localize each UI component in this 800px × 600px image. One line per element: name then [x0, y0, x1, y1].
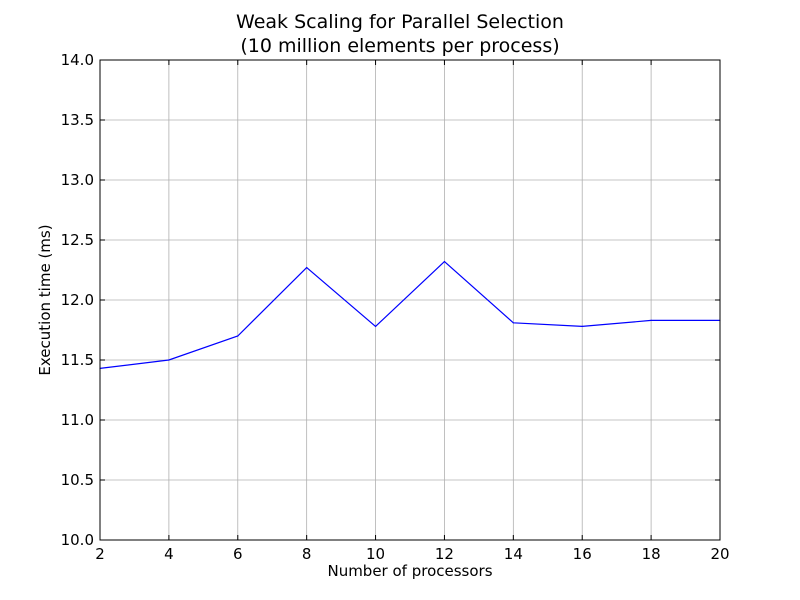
y-axis-label: Execution time (ms): [36, 224, 54, 376]
x-tick-label: 4: [164, 545, 174, 563]
data-point: [512, 322, 514, 324]
x-axis-label: Number of processors: [327, 562, 493, 580]
y-tick-label: 12.0: [61, 291, 94, 309]
grid: [99, 59, 721, 541]
ticks: 2 4 6 8 10 12 14 16 18 20 10.0 10.5 11.0 11.5 12.0 12.5…: [61, 51, 730, 563]
data-point: [237, 335, 239, 337]
x-tick-label: 14: [504, 545, 523, 563]
x-tick-label: 6: [233, 545, 243, 563]
x-tick-label: 12: [435, 545, 454, 563]
data-point: [443, 261, 446, 263]
data-point: [306, 267, 308, 269]
x-tick-label: 8: [302, 545, 312, 563]
series-layer: [99, 260, 721, 369]
x-tick-label: 16: [573, 545, 592, 563]
y-tick-label: 11.0: [61, 411, 94, 429]
chart-title: Weak Scaling for Parallel Selection: [236, 11, 564, 33]
data-point: [650, 319, 652, 321]
series-line: [99, 260, 720, 369]
y-tick-label: 11.5: [61, 351, 94, 369]
y-tick-label: 13.5: [61, 111, 94, 129]
y-tick-label: 14.0: [61, 51, 94, 69]
y-tick-label: 10.5: [61, 471, 94, 489]
x-tick-label: 20: [710, 545, 729, 563]
data-point: [168, 359, 170, 361]
x-tick-label: 2: [95, 545, 105, 563]
y-tick-label: 12.5: [61, 231, 94, 249]
x-tick-label: 18: [642, 545, 661, 563]
data-point: [374, 325, 377, 327]
x-tick-label: 10: [366, 545, 385, 563]
chart-subtitle: (10 million elements per process): [240, 35, 560, 57]
data-point: [581, 325, 583, 327]
y-tick-label: 13.0: [61, 171, 94, 189]
y-tick-label: 10.0: [61, 531, 94, 549]
